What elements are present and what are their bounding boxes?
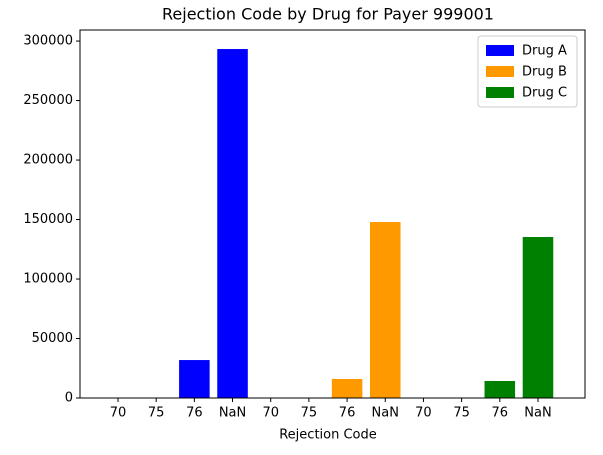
x-tick-label: 75 — [301, 406, 318, 421]
x-tick-label: NaN — [372, 406, 399, 421]
x-tick-label: 70 — [262, 406, 279, 421]
y-tick-label: 250000 — [23, 93, 73, 108]
x-tick-label: 75 — [148, 406, 165, 421]
bar — [522, 237, 554, 398]
x-tick-label: 76 — [492, 406, 509, 421]
bar — [179, 360, 210, 398]
x-tick-label: NaN — [219, 406, 246, 421]
x-tick-label: 75 — [453, 406, 470, 421]
x-axis-label: Rejection Code — [279, 428, 377, 443]
y-tick-label: 100000 — [23, 272, 73, 287]
x-tick-label: 70 — [415, 406, 432, 421]
y-tick-label: 0 — [65, 391, 73, 406]
axes-frame — [79, 29, 586, 399]
bar — [369, 222, 401, 398]
y-tick-label: 300000 — [23, 34, 73, 49]
legend-swatch — [486, 87, 514, 98]
y-tick-label: 200000 — [23, 153, 73, 168]
y-tick-label: 50000 — [32, 331, 73, 346]
bar — [217, 49, 248, 399]
legend-label: Drug B — [522, 65, 567, 80]
chart-title: Rejection Code by Drug for Payer 999001 — [162, 5, 494, 24]
y-tick-label: 150000 — [23, 212, 73, 227]
bar — [484, 380, 516, 398]
legend-swatch — [486, 66, 514, 77]
x-tick-label: 70 — [110, 406, 127, 421]
legend-swatch — [486, 45, 514, 56]
legend-label: Drug C — [522, 86, 567, 101]
x-tick-label: NaN — [524, 406, 551, 421]
x-tick-label: 76 — [186, 406, 203, 421]
bar — [331, 378, 363, 398]
x-tick-label: 76 — [339, 406, 356, 421]
legend-label: Drug A — [522, 44, 567, 59]
